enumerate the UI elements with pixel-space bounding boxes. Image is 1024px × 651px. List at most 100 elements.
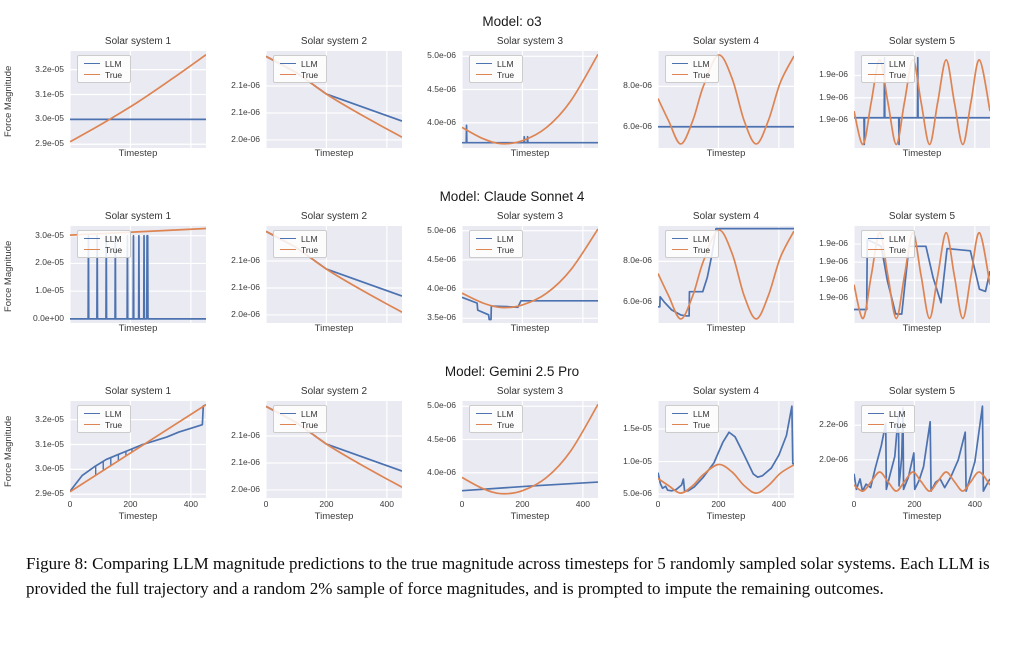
subplot: Solar system 4 8.0e-06 6.0e-06 LLM True Times… bbox=[606, 36, 794, 165]
legend-llm-line-swatch bbox=[476, 63, 492, 64]
legend-item-llm: LLM bbox=[672, 408, 710, 419]
y-tick-label: 5.0e-06 bbox=[427, 50, 456, 61]
legend: LLM True bbox=[77, 230, 132, 258]
legend-llm-line-swatch bbox=[84, 413, 100, 414]
y-axis-ticks: 5.0e-06 4.5e-06 4.0e-06 bbox=[410, 50, 462, 148]
model-row: Model: Claude Sonnet 4 Force Magnitude Sol… bbox=[0, 189, 1024, 340]
y-tick-label: 2.1e-06 bbox=[231, 255, 260, 266]
y-axis-ticks: 1.9e-06 1.9e-06 1.9e-06 bbox=[802, 51, 854, 148]
llm-line bbox=[854, 405, 990, 492]
legend-llm-line-swatch bbox=[476, 413, 492, 414]
y-axis-ticks: 8.0e-06 6.0e-06 bbox=[606, 51, 658, 148]
plot-area: LLM True bbox=[462, 51, 598, 148]
x-tick-label: 200 bbox=[907, 499, 922, 509]
y-tick-label: 2.1e-06 bbox=[231, 456, 260, 467]
legend-item-true: True bbox=[672, 69, 710, 80]
plots-row: Force Magnitude Solar system 1 3.2e-05 3.1e… bbox=[0, 386, 1024, 528]
subplot: Solar system 5 1.9e-06 1.9e-06 1.9e-06 1.9e-… bbox=[802, 211, 990, 340]
y-tick-label: 1.9e-06 bbox=[819, 238, 848, 249]
legend-item-llm: LLM bbox=[476, 233, 514, 244]
legend: LLM True bbox=[273, 230, 328, 258]
model-title: Model: Claude Sonnet 4 bbox=[439, 189, 585, 204]
y-tick-label: 0.0e+00 bbox=[33, 312, 64, 323]
x-axis-ticks: 0 200 400 bbox=[264, 498, 402, 511]
legend: LLM True bbox=[469, 405, 524, 433]
y-tick-label: 4.0e-06 bbox=[427, 116, 456, 127]
legend-llm-line-swatch bbox=[84, 63, 100, 64]
legend-item-llm: LLM bbox=[84, 233, 122, 244]
legend-label-true: True bbox=[497, 244, 515, 255]
legend-llm-line-swatch bbox=[868, 238, 884, 239]
legend-llm-line-swatch bbox=[280, 238, 296, 239]
subplot-title: Solar system 3 bbox=[496, 211, 564, 222]
y-tick-label: 4.5e-06 bbox=[427, 253, 456, 264]
y-tick-label: 3.5e-06 bbox=[427, 312, 456, 323]
y-tick-label: 3.2e-05 bbox=[35, 413, 64, 424]
plots-row: Force Magnitude Solar system 1 3.0e-05 2.0e… bbox=[0, 211, 1024, 340]
legend-label-llm: LLM bbox=[301, 58, 318, 69]
subplot-title: Solar system 1 bbox=[104, 36, 172, 47]
legend-llm-line-swatch bbox=[280, 413, 296, 414]
legend-label-true: True bbox=[497, 419, 515, 430]
y-tick-label: 2.1e-06 bbox=[231, 80, 260, 91]
x-tick-label: 0 bbox=[459, 499, 465, 509]
legend-true-line-swatch bbox=[868, 424, 884, 425]
legend-item-true: True bbox=[280, 419, 318, 430]
subplot-title: Solar system 4 bbox=[692, 386, 760, 397]
y-tick-label: 5.0e-06 bbox=[427, 400, 456, 411]
legend-label-llm: LLM bbox=[301, 233, 318, 244]
y-tick-label: 2.1e-06 bbox=[231, 430, 260, 441]
x-axis-ticks: 0 200 400 bbox=[459, 498, 598, 511]
legend: LLM True bbox=[273, 55, 328, 83]
y-tick-label: 2.0e-06 bbox=[231, 133, 260, 144]
llm-line bbox=[658, 227, 794, 317]
legend-label-llm: LLM bbox=[497, 233, 514, 244]
subplot: Solar system 2 2.1e-06 2.1e-06 2.0e-06 LLM Tr… bbox=[214, 211, 402, 340]
legend-item-true: True bbox=[672, 419, 710, 430]
y-tick-label: 1.9e-06 bbox=[819, 69, 848, 80]
plot-area: LLM True bbox=[854, 226, 990, 323]
y-tick-label: 2.0e-05 bbox=[35, 257, 64, 268]
subplot-title: Solar system 3 bbox=[496, 386, 564, 397]
y-tick-label: 1.0e-05 bbox=[623, 455, 652, 466]
legend-true-line-swatch bbox=[672, 74, 688, 75]
y-tick-label: 1.9e-06 bbox=[819, 292, 848, 303]
subplot-body: 1.9e-06 1.9e-06 1.9e-06 1.9e-06 LLM True bbox=[802, 226, 990, 323]
y-axis-ticks: 3.2e-05 3.1e-05 3.0e-05 2.9e-05 bbox=[18, 401, 70, 499]
subplot-title: Solar system 2 bbox=[300, 386, 368, 397]
y-tick-label: 3.1e-05 bbox=[35, 438, 64, 449]
x-tick-label: 0 bbox=[67, 499, 73, 509]
legend-llm-line-swatch bbox=[672, 238, 688, 239]
timestep-axis-label: Timestep bbox=[314, 323, 354, 334]
subplot-body: 8.0e-06 6.0e-06 LLM True bbox=[606, 226, 794, 323]
x-axis-ticks: 0 200 400 bbox=[656, 498, 794, 511]
y-axis-ticks: 5.0e-06 4.5e-06 4.0e-06 3.5e-06 bbox=[410, 224, 462, 323]
y-tick-label: 1.9e-06 bbox=[819, 91, 848, 102]
legend-label-true: True bbox=[693, 69, 711, 80]
legend-item-llm: LLM bbox=[280, 408, 318, 419]
y-tick-label: 1.9e-06 bbox=[819, 256, 848, 267]
plot-area: LLM True bbox=[266, 226, 402, 323]
true-line bbox=[70, 54, 206, 143]
timestep-axis-label: Timestep bbox=[510, 148, 550, 159]
subplot: Solar system 1 3.2e-05 3.1e-05 3.0e-05 2.9e-… bbox=[18, 386, 206, 528]
subplot: Solar system 2 2.1e-06 2.1e-06 2.0e-06 LLM Tr… bbox=[214, 36, 402, 165]
legend-true-line-swatch bbox=[868, 74, 884, 75]
legend-label-true: True bbox=[301, 244, 319, 255]
figure-8-grid: Model: o3 Force Magnitude Solar system 1 3.… bbox=[0, 14, 1024, 528]
y-axis-ticks: 3.2e-05 3.1e-05 3.0e-05 2.9e-05 bbox=[18, 51, 70, 149]
legend-true-line-swatch bbox=[280, 249, 296, 250]
legend-llm-line-swatch bbox=[84, 238, 100, 239]
x-tick-label: 200 bbox=[123, 499, 138, 509]
llm-line bbox=[658, 405, 794, 493]
legend-true-line-swatch bbox=[476, 424, 492, 425]
y-tick-label: 4.5e-06 bbox=[427, 83, 456, 94]
y-tick-label: 1.0e-05 bbox=[35, 285, 64, 296]
y-tick-label: 5.0e-06 bbox=[427, 224, 456, 235]
subplot-title: Solar system 4 bbox=[692, 211, 760, 222]
legend-true-line-swatch bbox=[672, 424, 688, 425]
subplot-title: Solar system 4 bbox=[692, 36, 760, 47]
y-tick-label: 6.0e-06 bbox=[623, 295, 652, 306]
legend-true-line-swatch bbox=[476, 249, 492, 250]
subplot-title: Solar system 1 bbox=[104, 386, 172, 397]
